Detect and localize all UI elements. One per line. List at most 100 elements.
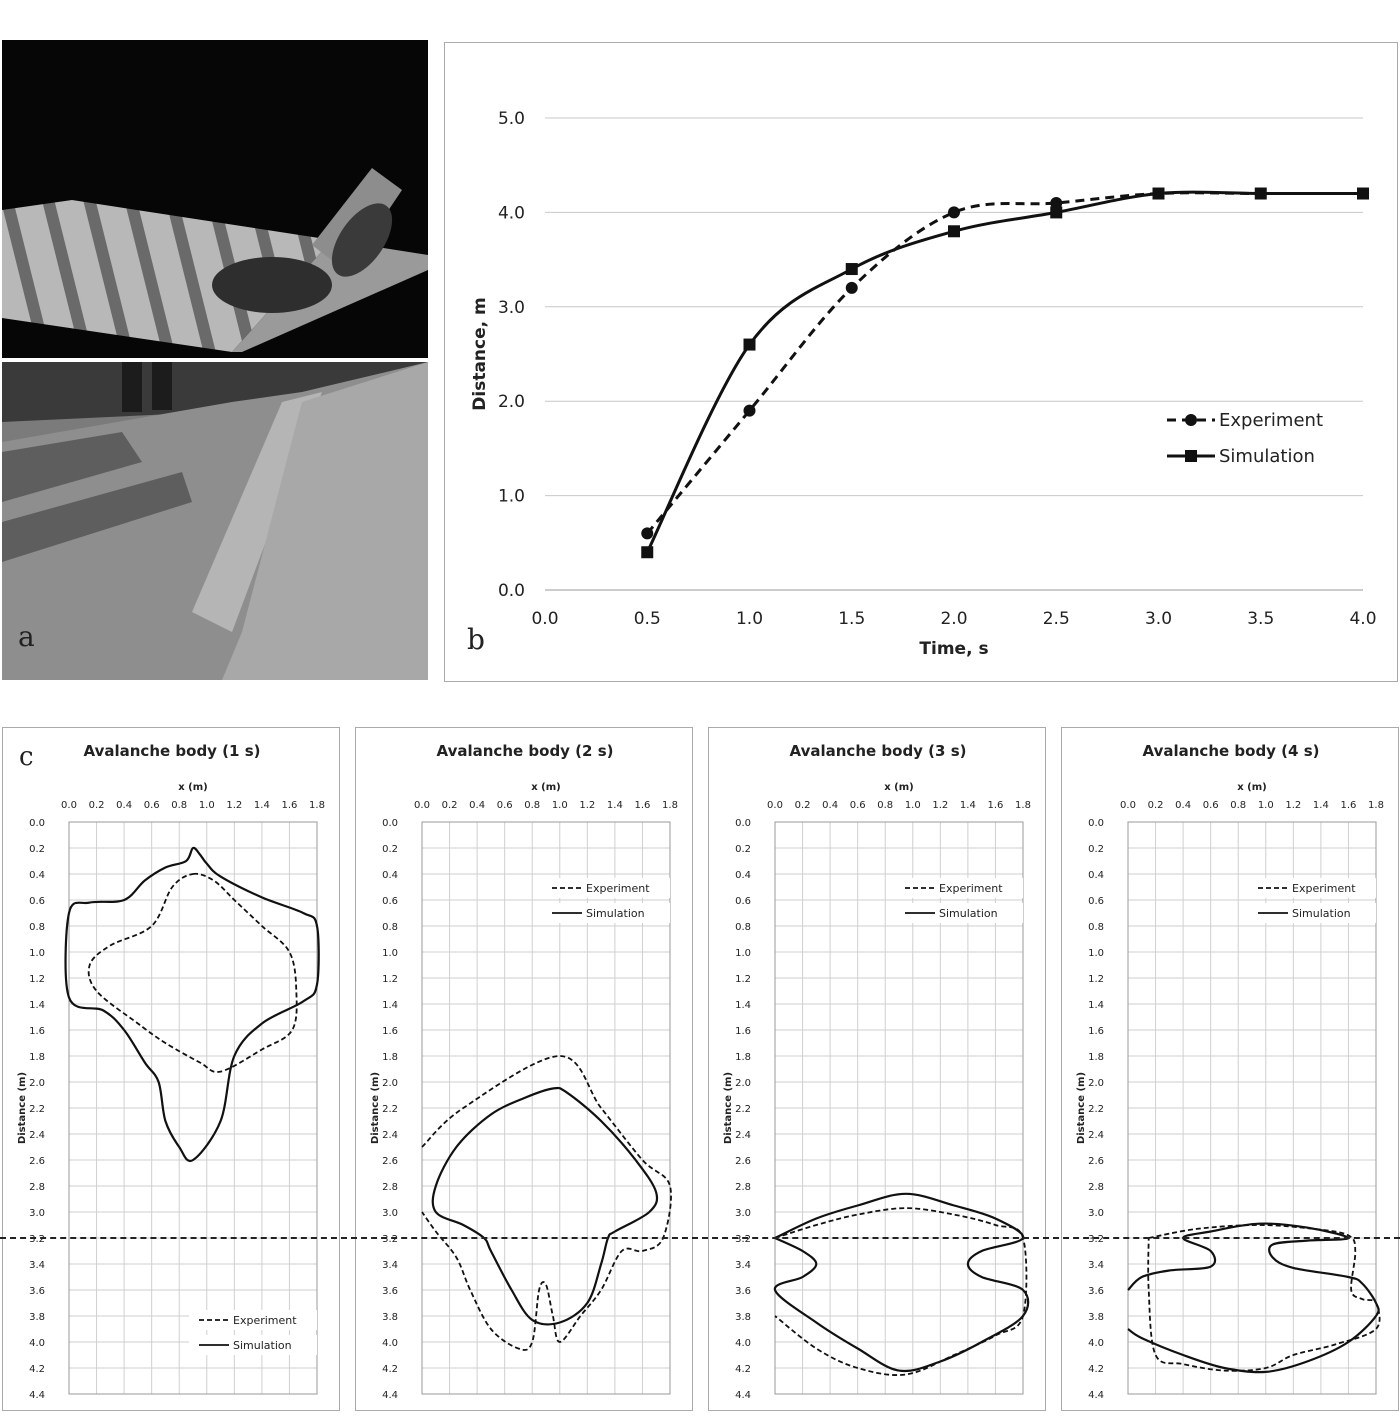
photo-field-chute-bottom: a (2, 362, 428, 680)
chart-title: Avalanche body (3 s) (790, 742, 967, 760)
y-tick-label: 2.2 (29, 1104, 45, 1115)
x-tick-label: 0.2 (442, 800, 458, 811)
plot-frame (421, 821, 671, 1395)
y-tick-label: 2.6 (1088, 1156, 1104, 1167)
x-tick-label: 0.2 (795, 800, 811, 811)
y-tick-label: 3.4 (1088, 1260, 1104, 1271)
y-tick-label: 0.8 (735, 922, 751, 933)
x-tick-label: 0.0 (531, 609, 558, 629)
y-tick-label: 0.8 (29, 922, 45, 933)
data-point-simulation (641, 546, 654, 559)
legend-marker-experiment (1185, 414, 1197, 426)
x-tick-label: 1.8 (309, 800, 325, 811)
y-tick-label: 2.2 (1088, 1104, 1104, 1115)
y-tick-label: 2.0 (498, 392, 525, 412)
data-point-experiment (641, 527, 654, 540)
y-tick-label: 0.4 (382, 870, 398, 881)
y-tick-label: 1.6 (1088, 1026, 1104, 1037)
legend-background (1248, 878, 1376, 898)
x-tick-label: 1.0 (552, 800, 568, 811)
y-tick-label: 3.0 (1088, 1208, 1104, 1219)
photo-snow-chute-illustration (2, 362, 428, 680)
legend-label-experiment: Experiment (939, 882, 1003, 895)
x-tick-label: 0.8 (171, 800, 187, 811)
data-point-simulation (948, 225, 960, 238)
y-tick-label: 1.8 (29, 1052, 45, 1063)
x-tick-label: 1.2 (579, 800, 595, 811)
y-tick-label: 2.8 (29, 1182, 45, 1193)
y-tick-label: 3.0 (735, 1208, 751, 1219)
y-tick-label: 4.0 (735, 1338, 751, 1349)
avalanche-body-chart-4s: Avalanche body (4 s) x (m) Distance (m) 0.0… (1061, 727, 1399, 1411)
x-tick-label: 0.0 (61, 800, 77, 811)
x-tick-label: 1.0 (736, 609, 763, 629)
y-tick-label: 2.6 (382, 1156, 398, 1167)
data-point-simulation (743, 338, 756, 351)
legend-label-simulation: Simulation (1219, 446, 1315, 467)
x-tick-label: 0.6 (497, 800, 513, 811)
photo-model-chute-top (2, 40, 428, 358)
legend-label-simulation: Simulation (586, 907, 645, 920)
outline-simulation (773, 1192, 1030, 1373)
y-tick-label: 0.2 (1088, 844, 1104, 855)
data-point-experiment (743, 404, 756, 417)
chart-title: Avalanche body (1 s) (84, 742, 261, 760)
y-tick-label: 4.4 (735, 1390, 751, 1401)
y-tick-label: 1.2 (382, 974, 398, 985)
y-tick-label: 1.4 (735, 1000, 751, 1011)
data-point-experiment (1050, 196, 1063, 209)
y-tick-label: 1.2 (735, 974, 751, 985)
x-tick-label: 0.0 (767, 800, 783, 811)
legend-background (189, 1335, 317, 1355)
y-tick-label: 4.2 (29, 1364, 45, 1375)
y-tick-label: 3.0 (29, 1208, 45, 1219)
outline-simulation (64, 846, 320, 1163)
y-tick-label: 0.6 (382, 896, 398, 907)
y-tick-label: 0.8 (382, 922, 398, 933)
y-tick-label: 3.8 (29, 1312, 45, 1323)
x-tick-label: 0.4 (822, 800, 838, 811)
chart-panel-b: 0.0 1.0 2.0 3.0 4.0 5.0 0.0 0.5 1.0 1.5 2.0 2.5 3.0 3… (444, 42, 1398, 682)
legend-label-experiment: Experiment (1219, 410, 1323, 431)
x-tick-label: 0.4 (116, 800, 132, 811)
y-tick-label: 3.4 (29, 1260, 45, 1271)
x-tick-label: 2.5 (1043, 609, 1070, 629)
data-point-simulation (1254, 187, 1267, 200)
y-tick-label: 4.2 (382, 1364, 398, 1375)
x-axis-label: x (m) (1237, 782, 1267, 793)
y-tick-label: 4.4 (382, 1390, 398, 1401)
y-tick-label: 1.8 (382, 1052, 398, 1063)
y-tick-label: 3.0 (382, 1208, 398, 1219)
x-tick-label: 1.8 (1015, 800, 1031, 811)
y-tick-label: 4.4 (1088, 1390, 1104, 1401)
x-tick-label: 0.4 (469, 800, 485, 811)
y-tick-label: 0.4 (1088, 870, 1104, 881)
y-tick-label: 0.4 (735, 870, 751, 881)
legend-label-experiment: Experiment (1292, 882, 1356, 895)
x-tick-label: 1.4 (960, 800, 976, 811)
legend-label-experiment: Experiment (586, 882, 650, 895)
y-tick-label: 0.6 (29, 896, 45, 907)
distance-time-chart: 0.0 1.0 2.0 3.0 4.0 5.0 0.0 0.5 1.0 1.5 2.0 2.5 3.0 3… (470, 109, 1377, 659)
y-tick-label: 1.0 (382, 948, 398, 959)
x-tick-label: 1.5 (838, 609, 865, 629)
x-tick-label: 0.2 (1148, 800, 1164, 811)
y-tick-label: 2.6 (29, 1156, 45, 1167)
plot-frame (1127, 821, 1377, 1395)
y-tick-label: 4.2 (1088, 1364, 1104, 1375)
y-tick-label: 0.2 (382, 844, 398, 855)
y-tick-label: 4.0 (498, 203, 525, 223)
y-tick-label: 0.2 (29, 844, 45, 855)
y-tick-label: 0.0 (1088, 818, 1104, 829)
x-tick-label: 0.0 (414, 800, 430, 811)
y-tick-label: 3.6 (382, 1286, 398, 1297)
x-tick-label: 0.2 (89, 800, 105, 811)
plot-frame (774, 821, 1024, 1395)
y-tick-label: 2.4 (29, 1130, 45, 1141)
avalanche-body-chart-2s: Avalanche body (2 s) x (m) Distance (m) 0.0… (355, 727, 693, 1411)
y-axis-label: Distance, m (470, 297, 490, 410)
outline-experiment (87, 872, 298, 1073)
y-tick-label: 0.0 (382, 818, 398, 829)
x-tick-label: 3.0 (1145, 609, 1172, 629)
y-tick-label: 2.0 (29, 1078, 45, 1089)
